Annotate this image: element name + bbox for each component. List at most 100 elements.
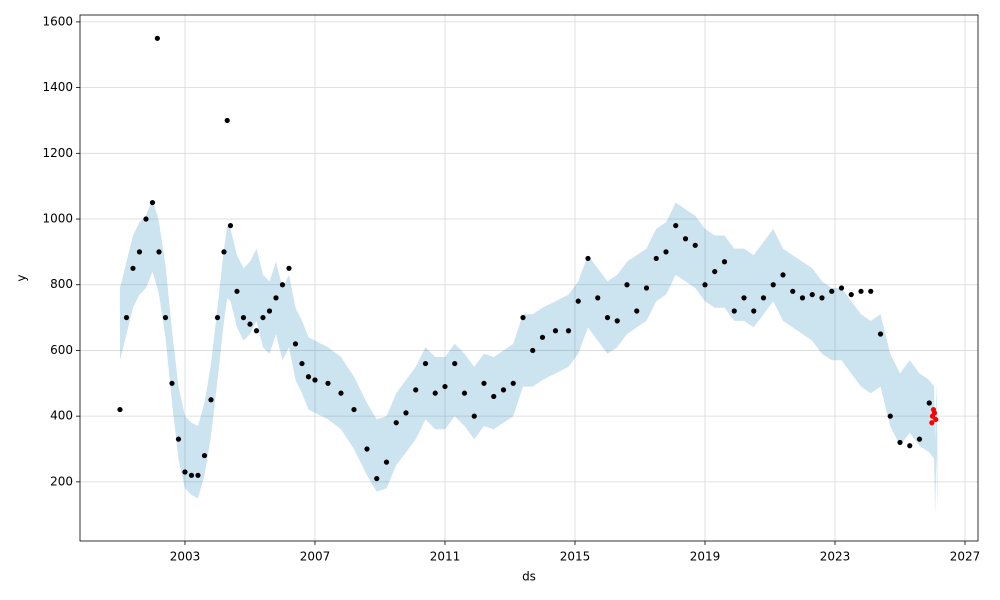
data-point xyxy=(907,443,913,449)
data-point xyxy=(422,360,429,367)
data-point xyxy=(614,318,620,324)
data-point xyxy=(162,314,169,321)
data-point xyxy=(279,282,286,288)
data-point xyxy=(234,288,240,294)
data-point xyxy=(221,249,227,255)
data-point xyxy=(338,390,344,396)
data-point xyxy=(364,446,370,452)
data-point xyxy=(848,291,854,298)
data-point xyxy=(682,236,689,242)
data-point xyxy=(520,314,526,321)
data-point xyxy=(461,390,468,396)
data-point xyxy=(731,308,737,314)
y-tick-label: 1600 xyxy=(42,14,73,28)
y-tick-label: 800 xyxy=(50,277,73,291)
data-point xyxy=(604,314,611,321)
data-point xyxy=(240,314,247,321)
data-point xyxy=(760,295,767,301)
data-point xyxy=(471,413,477,419)
data-point xyxy=(351,406,357,413)
data-point xyxy=(154,35,160,41)
data-point xyxy=(143,216,149,222)
data-point xyxy=(442,383,448,390)
data-point xyxy=(201,452,208,459)
data-point xyxy=(575,298,581,304)
axes-frame xyxy=(79,14,979,542)
data-point xyxy=(305,374,312,380)
data-point xyxy=(195,472,201,478)
data-point xyxy=(770,282,776,288)
data-point xyxy=(692,242,698,248)
x-tick-label: 2007 xyxy=(300,550,331,564)
data-point xyxy=(868,288,874,294)
y-tick-label: 1000 xyxy=(42,212,73,226)
data-point xyxy=(374,475,380,482)
data-point xyxy=(838,285,845,291)
data-point xyxy=(585,255,591,262)
data-point xyxy=(393,420,399,426)
x-tick-label: 2015 xyxy=(560,550,591,564)
data-point xyxy=(897,439,903,446)
data-point xyxy=(169,380,175,386)
data-point xyxy=(539,334,546,340)
data-point xyxy=(266,308,273,314)
data-point xyxy=(887,413,893,419)
x-tick-label: 2023 xyxy=(820,550,851,564)
data-point xyxy=(156,249,162,255)
x-tick-label: 2011 xyxy=(430,550,461,564)
data-point xyxy=(929,420,935,426)
data-point xyxy=(809,291,815,298)
x-tick-label: 2019 xyxy=(690,550,721,564)
data-point xyxy=(117,406,123,413)
data-point xyxy=(208,397,214,403)
data-point xyxy=(916,436,923,442)
data-point xyxy=(751,308,757,314)
data-point xyxy=(312,377,318,383)
data-point xyxy=(634,308,640,314)
data-point xyxy=(175,436,182,442)
data-point xyxy=(653,255,659,262)
data-point xyxy=(136,249,143,255)
x-axis-label: ds xyxy=(522,570,536,584)
data-point xyxy=(292,341,299,347)
data-point xyxy=(149,199,156,206)
data-point xyxy=(702,282,708,288)
data-point xyxy=(273,295,279,301)
plot-area xyxy=(80,15,978,541)
data-point xyxy=(299,360,305,367)
data-point xyxy=(452,360,458,367)
data-point xyxy=(819,295,825,301)
data-point xyxy=(188,472,195,478)
data-point xyxy=(253,328,260,334)
data-point xyxy=(829,288,835,294)
data-point xyxy=(123,314,130,321)
data-point xyxy=(643,285,650,291)
data-point xyxy=(510,380,516,386)
data-point xyxy=(799,295,806,301)
y-tick-label: 400 xyxy=(50,409,73,423)
data-point xyxy=(130,265,136,271)
y-axis-label: y xyxy=(15,274,29,281)
data-point xyxy=(624,282,630,288)
data-point xyxy=(780,272,786,278)
data-point xyxy=(663,249,669,255)
data-point xyxy=(877,331,884,337)
y-tick-label: 1400 xyxy=(42,80,73,94)
data-point xyxy=(552,328,559,334)
data-point xyxy=(247,321,253,327)
data-point xyxy=(260,314,266,321)
data-point xyxy=(500,387,507,393)
data-point xyxy=(325,380,331,386)
data-point xyxy=(926,400,932,406)
data-point xyxy=(481,380,487,386)
data-point xyxy=(858,288,864,294)
data-point xyxy=(182,469,188,475)
data-point xyxy=(530,347,536,354)
data-point xyxy=(931,410,938,416)
data-point xyxy=(565,328,572,334)
x-tick-label: 2027 xyxy=(950,550,981,564)
y-tick-label: 600 xyxy=(50,343,73,357)
data-point xyxy=(491,393,497,400)
